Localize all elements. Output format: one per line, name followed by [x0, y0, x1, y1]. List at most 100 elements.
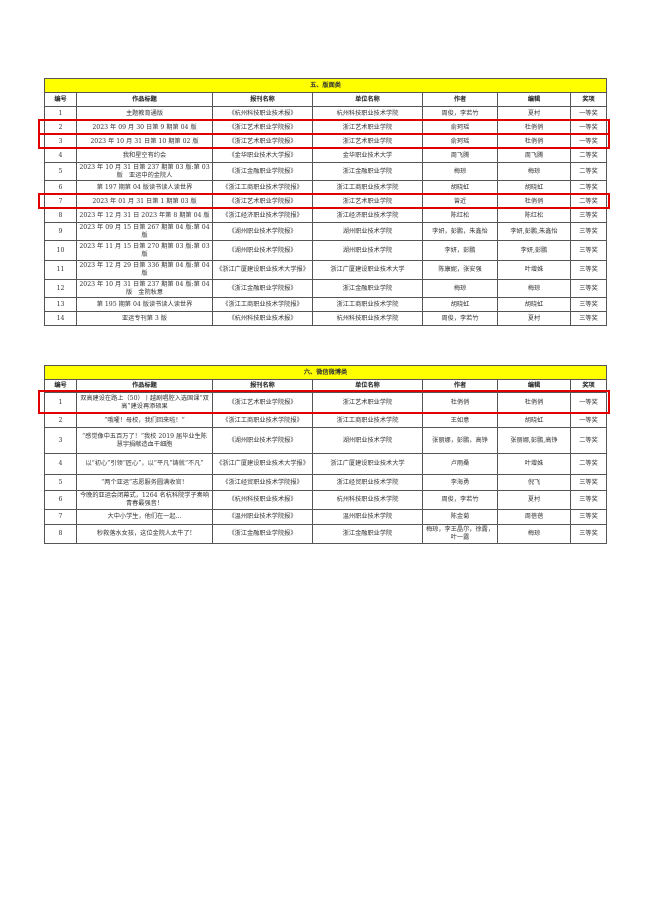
col-award: 二等奖 — [569, 427, 608, 454]
col-newspaper: 《浙江广厦建设职业技术大学报》 — [212, 260, 313, 280]
col-author: 李妍，彭鹏 — [422, 240, 498, 261]
col-award: 一等奖 — [569, 134, 608, 149]
table-row: 10 2023 年 11 月 15 日第 270 期第 03 版:第 03 版《湖… — [44, 240, 608, 261]
col-award: 三等奖 — [569, 208, 608, 223]
col-author: 俞珂瑶 — [422, 120, 498, 135]
table-row: 4 我和星空有约会 《金华职业技术大学报》 金华职业技术大学 周飞腾 周飞腾 二等奖 — [44, 148, 608, 163]
header-col-title: 作品标题 — [76, 379, 213, 393]
table-row: 4 以“初心”引领“匠心”，以“平凡”铸就“不凡” 《浙江广厦建设职业技术大学报》浙… — [44, 453, 608, 475]
col-unit: 浙江广厦建设职业技术大学 — [312, 453, 423, 475]
col-newspaper: 《温州职业技术学院报》 — [212, 509, 313, 525]
table-row: 1 双高建设在路上（50）丨越剧唱腔入选国课“双高”建设再添硕果 《浙江艺术职业学院… — [44, 392, 608, 414]
col-number: 2 — [44, 120, 77, 135]
col-number: 8 — [44, 524, 77, 544]
col-title: 大中小学生，他们在一起... — [76, 509, 213, 525]
col-unit: 浙江广厦建设职业技术大学 — [312, 260, 423, 280]
col-award: 二等奖 — [569, 148, 608, 163]
col-author: 卢雨桑 — [422, 453, 498, 475]
col-newspaper: 《浙江经济职业技术学院报》 — [212, 208, 313, 223]
col-unit: 杭州科技职业技术学院 — [312, 490, 423, 510]
col-author: 周俊，李若竹 — [422, 490, 498, 510]
col-number: 4 — [44, 148, 77, 163]
col-title: 2023 年 10 月 31 日第 237 期第 04 版:第 04 版 金院秋… — [76, 279, 213, 298]
col-number: 11 — [44, 260, 77, 280]
col-number: 14 — [44, 311, 77, 326]
col-editor: 叶增姝 — [497, 453, 571, 475]
col-number: 5 — [44, 474, 77, 491]
col-award: 一等奖 — [569, 106, 608, 121]
col-title: 双高建设在路上（50）丨越剧唱腔入选国课“双高”建设再添硕果 — [76, 392, 213, 414]
header-col-editor: 编辑 — [497, 379, 571, 393]
table-row: 3 2023 年 10 月 31 日第 10 期第 02 版《浙江艺术职业学院报》… — [44, 134, 608, 149]
col-newspaper: 《浙江工商职业技术学院报》 — [212, 180, 313, 195]
col-title: 2023 年 09 月 30 日第 9 期第 04 版 — [76, 120, 213, 135]
col-number: 13 — [44, 297, 77, 312]
col-editor: 张丽娜,彭鹏,高铮 — [497, 427, 571, 454]
col-unit: 湖州职业技术学院 — [312, 427, 423, 454]
table-row: 13 第 195 期第 04 版读书读人读世界 《浙江工商职业技术学院报》 浙江工商职… — [44, 297, 608, 312]
col-number: 4 — [44, 453, 77, 475]
col-newspaper: 《湖州职业技术学院报》 — [212, 222, 313, 241]
col-award: 二等奖 — [569, 194, 608, 209]
col-title: 今晚的亚运会闭幕式，1264 名杭科院学子奏响青春最强音！ — [76, 490, 213, 510]
header-col-author: 作者 — [422, 379, 498, 393]
col-unit: 浙江金融职业学院 — [312, 524, 423, 544]
section-title: 六、微信微博类 — [43, 365, 608, 380]
col-editor: 周飞腾 — [497, 148, 571, 163]
col-title: 2023 年 12 月 31 日 2023 年第 8 期第 04 版 — [76, 208, 213, 223]
col-newspaper: 《湖州职业技术学院报》 — [212, 240, 313, 261]
col-award: 三等奖 — [569, 311, 608, 326]
col-unit: 湖州职业技术学院 — [312, 222, 423, 241]
col-editor: 梅琼 — [497, 279, 571, 298]
col-unit: 浙江经济职业技术学院 — [312, 208, 423, 223]
col-unit: 浙江经贸职业技术学院 — [312, 474, 423, 491]
col-unit: 浙江金融职业学院 — [312, 279, 423, 298]
col-unit: 浙江艺术职业学院 — [312, 120, 423, 135]
col-award: 三等奖 — [569, 260, 608, 280]
col-editor: 李妍,彭鹏 — [497, 240, 571, 261]
col-newspaper: 《浙江广厦建设职业技术大学报》 — [212, 453, 313, 475]
header-col-award: 奖项 — [569, 379, 608, 393]
col-editor: 杜俏俏 — [497, 120, 571, 135]
col-number: 7 — [44, 194, 77, 209]
col-award: 三等奖 — [569, 297, 608, 312]
col-author: 李妍，彭鹏，朱鑫怡 — [422, 222, 498, 241]
table-row: 8 2023 年 12 月 31 日 2023 年第 8 期第 04 版《浙江经济… — [44, 208, 608, 223]
table-row: 2 “哦嚯！母校，我们回来啦！” 《浙江工商职业技术学院报》 浙江工商职业技术学院 王如… — [44, 413, 608, 428]
col-newspaper: 《浙江艺术职业学院报》 — [212, 134, 313, 149]
col-number: 1 — [44, 106, 77, 121]
header-col-unit: 单位名称 — [312, 92, 423, 107]
col-number: 6 — [44, 180, 77, 195]
col-editor: 夏村 — [497, 311, 571, 326]
table-row: 8 秒救落水女孩，这位金院人太牛了! 《浙江金融职业学院报》 浙江金融职业学院 梅琼，李… — [44, 524, 608, 544]
col-editor: 杜俏俏 — [497, 392, 571, 414]
col-award: 三等奖 — [569, 222, 608, 241]
col-author: 陈红松 — [422, 208, 498, 223]
table-row: 12 2023 年 10 月 31 日第 237 期第 04 版:第 04 版 金… — [44, 279, 608, 298]
col-author: 曾近 — [422, 194, 498, 209]
col-award: 三等奖 — [569, 474, 608, 491]
col-title: 2023 年 10 月 31 日第 10 期第 02 版 — [76, 134, 213, 149]
col-unit: 浙江工商职业技术学院 — [312, 180, 423, 195]
col-editor: 梅琼 — [497, 162, 571, 181]
col-title: 第 197 期第 04 版读书读人读世界 — [76, 180, 213, 195]
col-newspaper: 《杭州科技职业技术报》 — [212, 311, 313, 326]
col-number: 1 — [44, 392, 77, 414]
col-author: 陈康妮，张安强 — [422, 260, 498, 280]
col-newspaper: 《浙江工商职业技术学院报》 — [212, 413, 313, 428]
col-unit: 湖州职业技术学院 — [312, 240, 423, 261]
header-col-newspaper: 报刊名称 — [212, 379, 313, 393]
table-row: 7 大中小学生，他们在一起... 《温州职业技术学院报》 温州职业技术学院 陈金菊 周蓓蓓… — [44, 509, 608, 525]
col-newspaper: 《湖州职业技术学院报》 — [212, 427, 313, 454]
header-col-newspaper: 报刊名称 — [212, 92, 313, 107]
header-col-award: 奖项 — [569, 92, 608, 107]
col-newspaper: 《浙江金融职业学院报》 — [212, 162, 313, 181]
table-row: 1 主题教育通版 《杭州科技职业技术报》 杭州科技职业技术学院 周俊，李若竹 夏村 一等奖 — [44, 106, 608, 121]
table-row: 5 “两个亚运”志愿服务圆满收官！ 《浙江经贸职业技术学院报》 浙江经贸职业技术学院李… — [44, 474, 608, 491]
col-unit: 浙江工商职业技术学院 — [312, 297, 423, 312]
header-col-number: 编号 — [44, 379, 77, 393]
col-editor: 倪飞 — [497, 474, 571, 491]
col-title: “两个亚运”志愿服务圆满收官！ — [76, 474, 213, 491]
col-award: 一等奖 — [569, 413, 608, 428]
section-title: 五、版面类 — [43, 78, 608, 93]
